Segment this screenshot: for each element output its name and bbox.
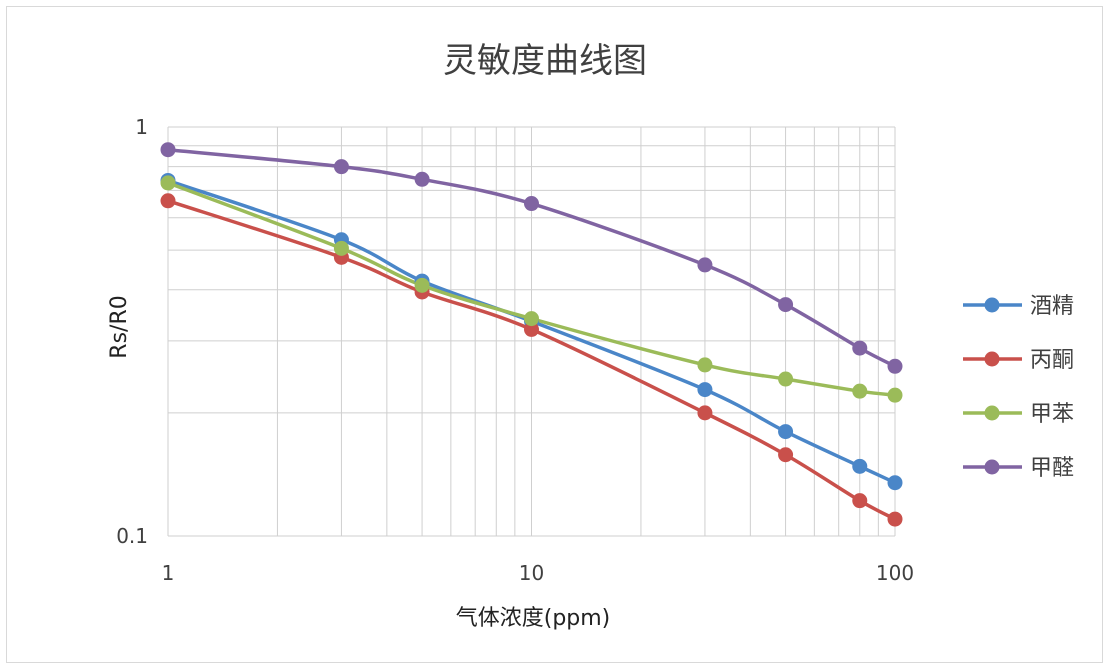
data-point: [778, 371, 794, 387]
data-point: [778, 447, 794, 463]
data-point: [778, 297, 794, 313]
data-point: [697, 257, 713, 273]
data-point: [887, 511, 903, 527]
x-tick-label: 100: [876, 561, 914, 585]
data-point: [333, 240, 349, 256]
legend-label: 甲苯: [1030, 402, 1074, 427]
data-point: [852, 493, 868, 509]
data-point: [697, 405, 713, 421]
data-point: [414, 277, 430, 293]
tick-labels: 1 10 100 0.1 1: [116, 115, 914, 585]
data-point: [160, 142, 176, 158]
legend-swatch-marker: [984, 459, 1000, 475]
data-point: [852, 383, 868, 399]
data-point: [887, 475, 903, 491]
data-point: [160, 175, 176, 191]
y-axis-label: Rs/R0: [107, 295, 132, 358]
legend-label: 丙酮: [1030, 348, 1074, 373]
chart-title: 灵敏度曲线图: [443, 41, 647, 81]
legend-label: 酒精: [1030, 294, 1074, 319]
legend-swatch-marker: [984, 405, 1000, 421]
y-tick-label: 1: [135, 115, 148, 139]
data-point: [524, 321, 539, 337]
data-point: [333, 159, 349, 175]
data-point: [160, 193, 176, 209]
data-point: [524, 196, 539, 212]
x-axis-label: 气体浓度(ppm): [456, 606, 611, 631]
x-tick-label: 1: [162, 561, 175, 585]
data-point: [778, 424, 794, 440]
x-tick-label: 10: [519, 561, 544, 585]
legend-swatch-marker: [984, 297, 1000, 313]
series-points: [160, 142, 903, 527]
data-point: [852, 340, 868, 356]
y-tick-label: 0.1: [116, 524, 148, 548]
data-point: [887, 358, 903, 374]
data-point: [697, 382, 713, 398]
chart-frame: [6, 6, 1103, 663]
data-point: [852, 458, 868, 474]
data-point: [697, 357, 713, 373]
legend-label: 甲醛: [1030, 456, 1074, 481]
legend-swatch-marker: [984, 351, 1000, 367]
data-point: [887, 387, 903, 403]
data-point: [414, 171, 430, 187]
data-point: [524, 311, 539, 327]
